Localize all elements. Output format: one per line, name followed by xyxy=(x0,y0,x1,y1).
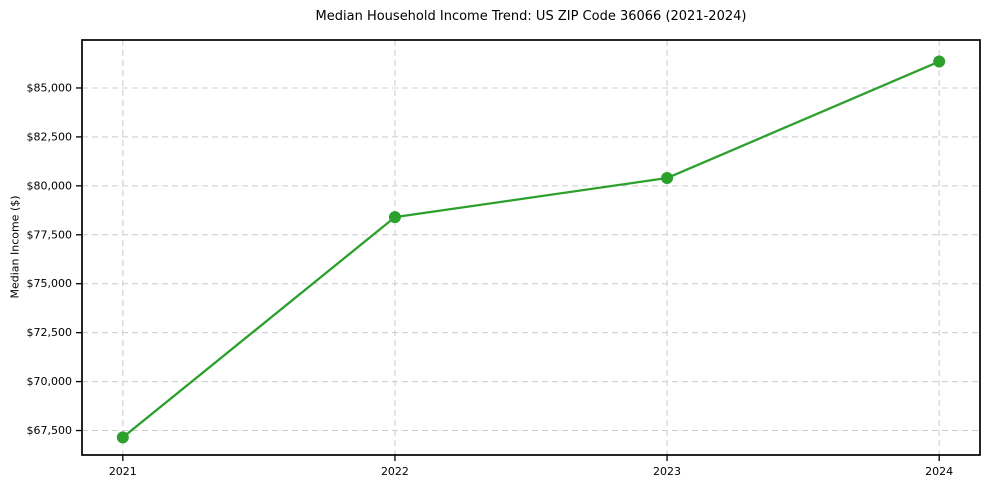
data-point-2024 xyxy=(933,55,946,68)
y-tick-label: $82,500 xyxy=(27,130,73,143)
y-tick-label: $77,500 xyxy=(27,228,73,241)
x-tick-label: 2023 xyxy=(653,465,681,478)
y-tick-label: $70,000 xyxy=(27,375,73,388)
y-tick-label: $75,000 xyxy=(27,277,73,290)
data-point-2023 xyxy=(661,172,674,185)
data-point-2021 xyxy=(116,431,129,444)
x-tick-label: 2021 xyxy=(109,465,137,478)
x-tick-label: 2024 xyxy=(925,465,953,478)
y-tick-label: $80,000 xyxy=(27,179,73,192)
chart-title: Median Household Income Trend: US ZIP Co… xyxy=(315,9,747,24)
trend-line xyxy=(121,60,941,439)
axes-frame xyxy=(81,39,981,456)
x-tick-label: 2022 xyxy=(381,465,409,478)
y-tick-label: $72,500 xyxy=(27,326,73,339)
data-point-2022 xyxy=(388,211,401,224)
y-tick-label: $67,500 xyxy=(27,424,73,437)
y-tick-label: $85,000 xyxy=(27,81,73,94)
